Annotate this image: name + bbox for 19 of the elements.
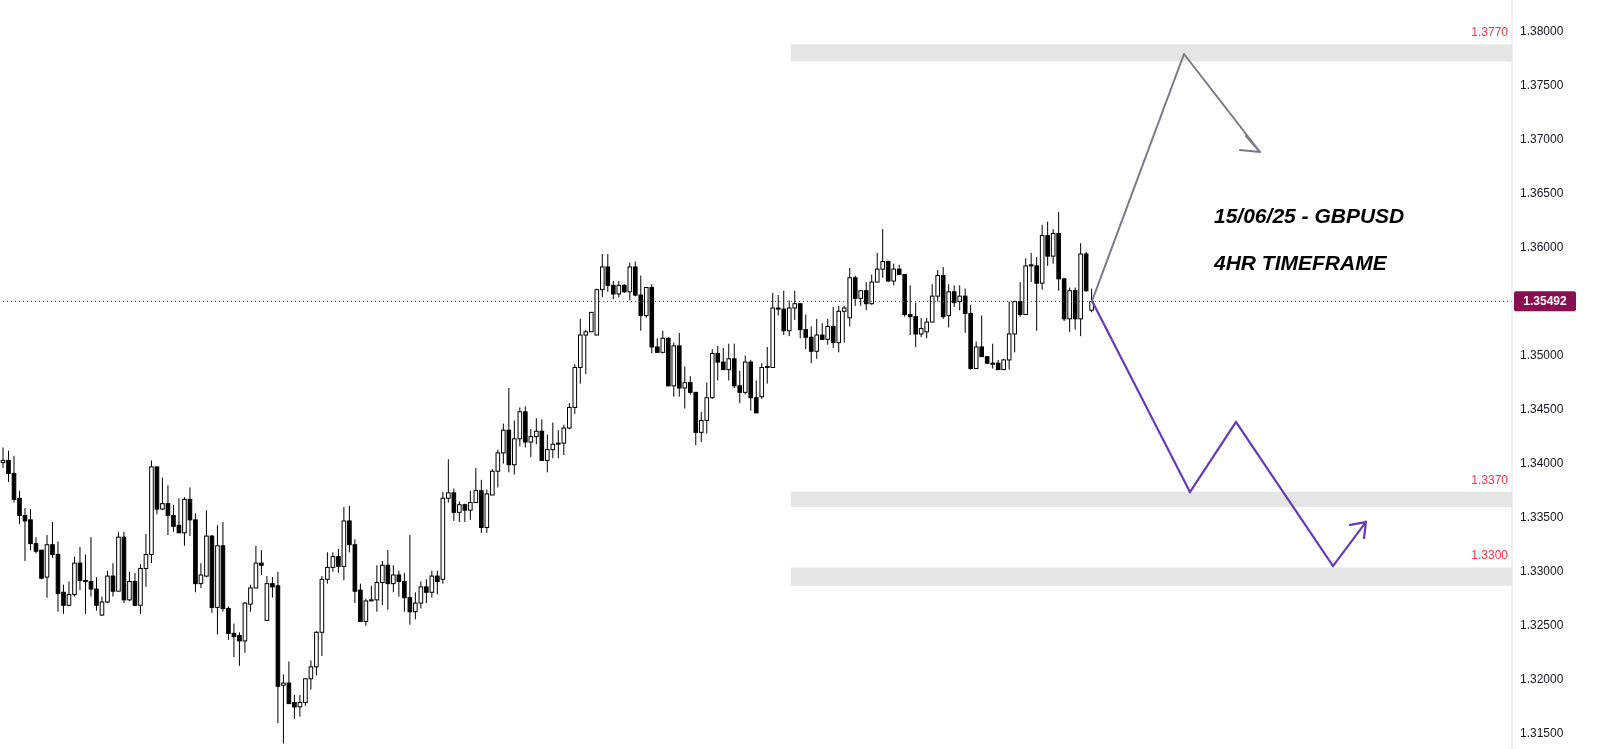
- y-tick-label: 1.37500: [1520, 77, 1564, 92]
- band-label: 1.3770: [1471, 25, 1509, 40]
- y-tick-label: 1.34000: [1520, 455, 1564, 470]
- y-tick-label: 1.36500: [1520, 185, 1564, 200]
- y-tick-label: 1.32500: [1520, 617, 1564, 632]
- y-tick-label: 1.34500: [1520, 401, 1564, 416]
- y-tick-label: 1.37000: [1520, 131, 1564, 146]
- annotation: 15/06/25 - GBPUSD: [1214, 204, 1405, 228]
- y-tick-label: 1.31500: [1520, 726, 1564, 741]
- band-label: 1.3300: [1471, 548, 1509, 563]
- y-tick-label: 1.36000: [1520, 239, 1564, 254]
- y-tick-label: 1.33500: [1520, 509, 1564, 524]
- annotation: 4HR TIMEFRAME: [1214, 251, 1387, 275]
- y-tick-label: 1.38000: [1520, 23, 1564, 38]
- band-label: 1.3370: [1471, 472, 1509, 487]
- y-tick-label: 1.33000: [1520, 563, 1564, 578]
- ref-line-label: 1.35492: [1523, 294, 1568, 309]
- y-tick-label: 1.32000: [1520, 672, 1564, 687]
- y-tick-label: 1.35000: [1520, 347, 1564, 362]
